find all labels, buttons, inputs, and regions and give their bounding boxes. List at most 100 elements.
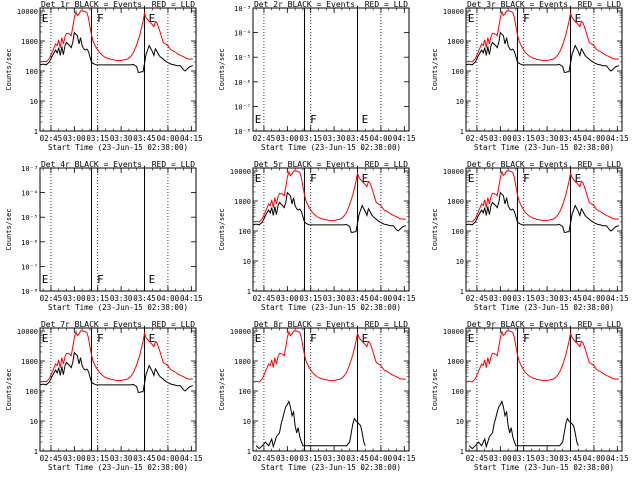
x-tick-label: 03:30 [110, 294, 133, 303]
lld-series-line [466, 170, 619, 223]
x-tick-label: 04:15 [180, 454, 203, 463]
x-tick-label: 03:45 [346, 454, 369, 463]
y-tick-label: 10⁻⁴ [21, 190, 38, 198]
x-tick-label: 04:00 [157, 294, 180, 303]
x-tick-label: 03:15 [512, 454, 535, 463]
segment-flag: E [575, 172, 582, 185]
events-series-line [253, 191, 407, 233]
y-tick-label: 1 [460, 288, 464, 296]
x-tick-label: 03:00 [276, 134, 299, 143]
x-tick-label: 04:00 [157, 454, 180, 463]
segment-flag: F [310, 332, 317, 345]
panel-title: Det 5r BLACK = Events, RED = LLD [254, 160, 408, 169]
x-axis-label: Start Time (23-Jun-15 02:38:00) [48, 303, 188, 312]
events-series-line [40, 351, 194, 393]
plot-frame [39, 7, 197, 132]
x-axis-label: Start Time (23-Jun-15 02:38:00) [474, 303, 614, 312]
segment-flag: E [42, 273, 49, 286]
x-tick-label: 03:45 [559, 134, 582, 143]
lld-series-line [466, 10, 619, 63]
x-tick-label: 04:15 [180, 294, 203, 303]
segment-flag: E [255, 113, 262, 126]
x-tick-label: 02:45 [40, 134, 63, 143]
segment-flag: E [575, 332, 582, 345]
x-tick-label: 04:15 [606, 454, 629, 463]
y-tick-label: 10⁻⁷ [21, 263, 38, 271]
y-tick-label: 100 [451, 68, 464, 76]
x-axis-label: Start Time (23-Jun-15 02:38:00) [261, 463, 401, 472]
x-tick-label: 04:00 [370, 294, 393, 303]
y-tick-label: 10000 [443, 8, 464, 16]
x-tick-label: 04:00 [583, 454, 606, 463]
x-axis-label: Start Time (23-Jun-15 02:38:00) [48, 463, 188, 472]
y-tick-label: 10⁻⁷ [234, 103, 251, 111]
segment-flag: E [149, 332, 156, 345]
y-tick-label: 1000 [447, 358, 464, 366]
x-tick-label: 03:15 [299, 294, 322, 303]
x-axis-label: Start Time (23-Jun-15 02:38:00) [474, 463, 614, 472]
y-tick-label: 10000 [443, 328, 464, 336]
segment-flag: E [149, 273, 156, 286]
x-axis-label: Start Time (23-Jun-15 02:38:00) [261, 143, 401, 152]
x-tick-label: 03:45 [133, 454, 156, 463]
x-tick-label: 03:15 [299, 454, 322, 463]
x-tick-label: 02:45 [466, 454, 489, 463]
y-tick-label: 1 [34, 128, 38, 136]
events-series-line [466, 191, 620, 233]
y-axis-label: Counts/sec [5, 48, 13, 90]
segment-flag: F [310, 172, 317, 185]
panel-title: Det 7r BLACK = Events, RED = LLD [41, 320, 195, 329]
x-tick-label: 03:00 [63, 294, 86, 303]
y-tick-label: 100 [25, 388, 38, 396]
x-tick-label: 03:00 [276, 454, 299, 463]
segment-flag: F [523, 332, 530, 345]
x-tick-label: 04:00 [157, 134, 180, 143]
events-series-line [466, 31, 620, 73]
y-tick-label: 100 [238, 228, 251, 236]
x-tick-label: 03:30 [323, 294, 346, 303]
y-tick-label: 1 [247, 288, 251, 296]
x-tick-label: 03:45 [346, 134, 369, 143]
x-tick-label: 02:45 [253, 294, 276, 303]
x-tick-label: 03:15 [86, 294, 109, 303]
x-axis-label: Start Time (23-Jun-15 02:38:00) [261, 303, 401, 312]
events-series-line [40, 31, 194, 73]
x-tick-label: 03:30 [110, 454, 133, 463]
plot-frame [465, 7, 623, 132]
x-tick-label: 04:15 [393, 294, 416, 303]
x-tick-label: 03:30 [323, 134, 346, 143]
x-axis-label: Start Time (23-Jun-15 02:38:00) [48, 143, 188, 152]
plot-frame [252, 167, 410, 292]
y-tick-label: 10⁻³ [21, 165, 38, 173]
y-tick-label: 100 [451, 228, 464, 236]
segment-flag: E [575, 12, 582, 25]
x-tick-label: 03:15 [299, 134, 322, 143]
y-tick-label: 10⁻³ [234, 5, 251, 13]
y-tick-label: 10⁻⁵ [21, 214, 38, 222]
segment-flag: E [255, 332, 262, 345]
y-tick-label: 10000 [443, 168, 464, 176]
y-tick-label: 1000 [234, 198, 251, 206]
panel-title: Det 2r BLACK = Events, RED = LLD [254, 0, 408, 9]
y-tick-label: 10⁻⁵ [234, 54, 251, 62]
lld-series-line [253, 330, 406, 383]
plot-frame [252, 327, 410, 452]
y-tick-label: 10⁻⁶ [21, 239, 38, 247]
x-tick-label: 04:15 [606, 134, 629, 143]
x-tick-label: 03:45 [559, 294, 582, 303]
y-tick-label: 1 [460, 448, 464, 456]
y-tick-label: 10⁻⁶ [234, 79, 251, 87]
x-tick-label: 04:15 [393, 454, 416, 463]
y-tick-label: 1 [460, 128, 464, 136]
y-tick-label: 1000 [447, 198, 464, 206]
x-tick-label: 03:45 [133, 294, 156, 303]
plot-frame [39, 327, 197, 452]
x-tick-label: 03:30 [110, 134, 133, 143]
plot-frame [39, 167, 197, 292]
y-tick-label: 10⁻⁴ [234, 30, 251, 38]
x-tick-label: 04:00 [583, 134, 606, 143]
segment-flag: E [362, 113, 369, 126]
x-tick-label: 03:00 [489, 294, 512, 303]
